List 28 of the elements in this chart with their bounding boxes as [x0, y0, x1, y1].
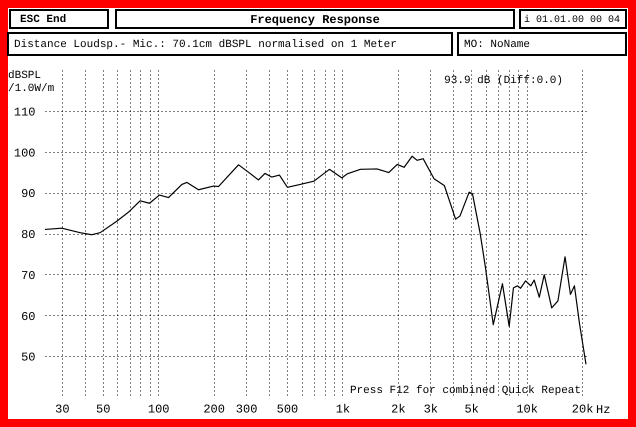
x-tick-label: 20k: [572, 402, 594, 416]
annotation: Press F12 for combined Quick Repeat: [350, 385, 581, 397]
y-axis-title: dBSPL /1.0W/m: [8, 70, 55, 95]
x-tick-label: 100: [148, 402, 170, 416]
x-tick-label: 300: [236, 402, 258, 416]
chart-title: Frequency Response: [250, 13, 380, 27]
y-tick-label: 110: [14, 105, 36, 120]
y-tick-label: 90: [21, 187, 36, 202]
y-tick-label: 80: [21, 228, 36, 242]
text: i 01.01.00 00 04: [524, 14, 620, 26]
x-tick-label: 30: [55, 402, 70, 416]
x-tick-label: 500: [276, 402, 298, 416]
y-tick-label: 100: [14, 146, 36, 160]
text: ESC End: [20, 14, 66, 26]
text: Distance Loudsp.- Mic.: 70.1cm dBSPL normalised on 1 Meter: [14, 39, 397, 51]
x-tick-label: 5k: [464, 402, 479, 416]
x-axis-title: Hz: [596, 403, 610, 417]
annotation: 93.9 dB (Diff:0.0): [444, 75, 563, 87]
x-tick-label: 50: [96, 402, 110, 416]
x-tick-label: 200: [203, 402, 225, 416]
y-tick-label: 50: [21, 350, 36, 365]
x-tick-label: 1k: [336, 402, 350, 416]
y-tick-label: 60: [21, 310, 36, 324]
x-tick-label: 3k: [424, 402, 438, 416]
x-tick-label: 2k: [391, 402, 406, 416]
y-tick-label: 70: [21, 268, 36, 283]
text: MO: NoName: [464, 39, 530, 51]
x-tick-label: 10k: [516, 402, 538, 416]
